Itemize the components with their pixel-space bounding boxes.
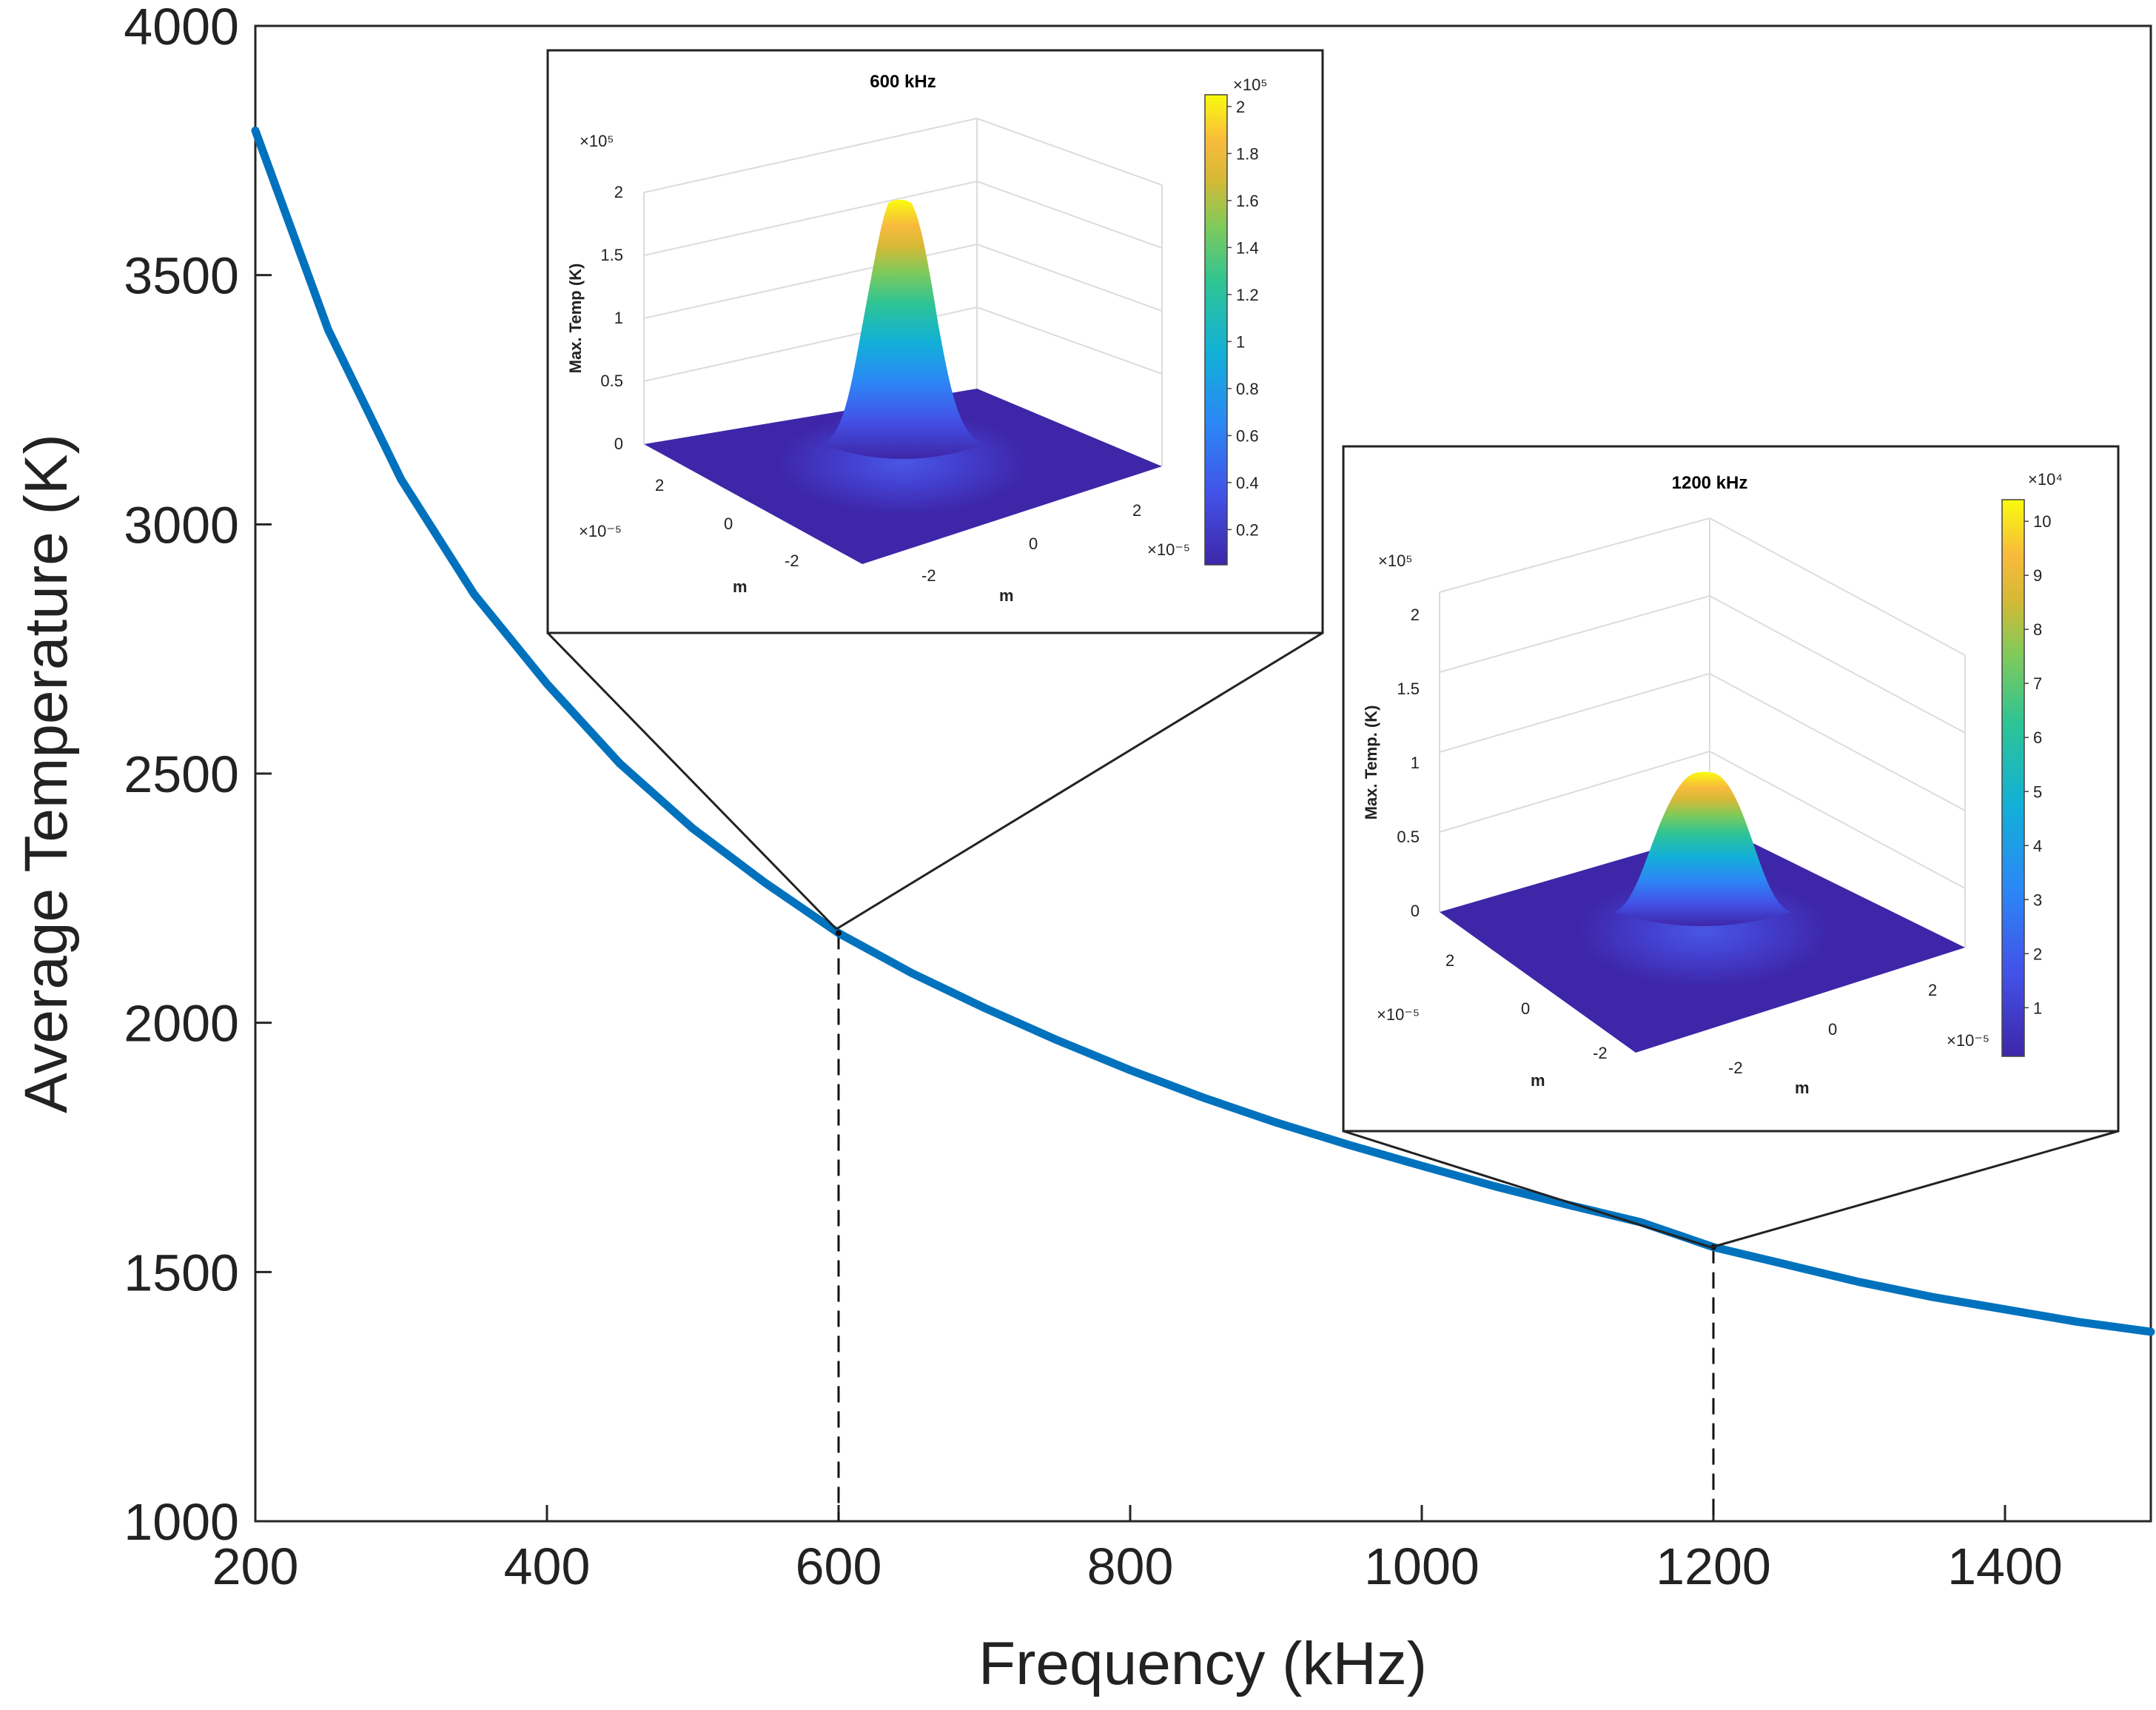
inset-600khz-ztick: 1 xyxy=(614,309,623,327)
inset-600khz-left-exponent: ×10⁻⁵ xyxy=(579,522,622,540)
colorbar-tick-label: 6 xyxy=(2033,728,2042,747)
colorbar-tick-label: 2 xyxy=(1236,98,1245,116)
y-tick-label: 1000 xyxy=(124,1493,239,1551)
inset-1200khz-right-exponent: ×10⁻⁵ xyxy=(1947,1031,1989,1050)
inset-1200khz: 1200 kHz ×10⁵ 0 0.5 1 1.5 2 Max. Temp. (… xyxy=(1342,445,2120,1133)
colorbar-tick-label: 4 xyxy=(2033,836,2042,855)
inset-1200khz-title: 1200 kHz xyxy=(1672,473,1748,493)
colorbar-tick-label: 1.2 xyxy=(1236,286,1259,304)
callout-line-1200-left xyxy=(1343,1130,1712,1249)
inset-1200khz-ztick: 2 xyxy=(1411,606,1420,624)
colorbar-tick-label: 3 xyxy=(2033,891,2042,909)
colorbar-tick-label: 1 xyxy=(1236,332,1245,351)
inset-600khz-z-label: Max. Temp (K) xyxy=(566,264,585,374)
colorbar-tick-label: 1 xyxy=(2033,999,2042,1017)
colorbar-tick-label: 0.6 xyxy=(1236,426,1259,445)
inset-1200khz-right-axis-label: m xyxy=(1795,1079,1810,1097)
inset-1200khz-rtick: -2 xyxy=(1728,1059,1743,1077)
y-tick-label: 3000 xyxy=(124,496,239,554)
inset-600khz-ztick: 0.5 xyxy=(600,372,623,390)
y-tick-label: 2500 xyxy=(124,745,239,803)
callout-lines xyxy=(546,631,2119,1249)
inset-600khz-right-exponent: ×10⁻⁵ xyxy=(1147,540,1190,559)
inset-600khz-rtick: 2 xyxy=(1132,501,1141,520)
inset-1200khz-left-exponent: ×10⁻⁵ xyxy=(1377,1005,1420,1024)
x-axis-title: Frequency (kHz) xyxy=(978,1630,1427,1697)
callout-line-600-right xyxy=(836,631,1323,931)
colorbar-tick-label: 8 xyxy=(2033,620,2042,639)
inset-1200khz-surface-peak xyxy=(1613,771,1791,926)
inset-600khz-left-axis-label: m xyxy=(733,577,748,596)
inset-600khz: 600 kHz ×10⁵ 0 0.5 1 1.5 2 Max. Temp (K) xyxy=(546,49,1324,634)
inset-1200khz-z-exponent: ×10⁵ xyxy=(1378,551,1412,570)
inset-600khz-title: 600 kHz xyxy=(870,72,936,92)
inset-1200khz-rtick: 0 xyxy=(1828,1020,1837,1039)
inset-1200khz-ztick: 0.5 xyxy=(1397,828,1420,846)
inset-600khz-colorbar-exponent: ×10⁵ xyxy=(1233,76,1267,94)
x-tick-label: 1000 xyxy=(1364,1538,1480,1595)
plot-axes: 200 400 600 800 1000 1200 1400 100015002000250… xyxy=(13,0,2152,1697)
y-tick-label: 4000 xyxy=(124,0,239,56)
x-tick-label: 1400 xyxy=(1947,1538,2063,1595)
inset-600khz-ztick: 0 xyxy=(614,435,623,453)
inset-600khz-rtick: 0 xyxy=(1029,534,1038,553)
colorbar-tick-label: 1.4 xyxy=(1236,238,1259,257)
inset-1200khz-ztick: 1.5 xyxy=(1397,680,1420,698)
inset-600khz-z-exponent: ×10⁵ xyxy=(580,132,614,150)
y-axis-title: Average Temperature (K) xyxy=(13,434,80,1113)
colorbar-tick-label: 1.6 xyxy=(1236,192,1259,210)
colorbar-tick-label: 9 xyxy=(2033,566,2042,585)
inset-1200khz-rtick: 2 xyxy=(1928,981,1937,999)
inset-1200khz-z-label: Max. Temp. (K) xyxy=(1362,705,1380,820)
colorbar-tick-label: 5 xyxy=(2033,782,2042,801)
callout-line-600-left xyxy=(546,631,838,931)
inset-600khz-ltick: 2 xyxy=(655,476,664,494)
colorbar-tick-label: 0.4 xyxy=(1236,474,1259,492)
colorbar-tick-label: 0.8 xyxy=(1236,380,1259,398)
y-axis-ticks: 1000 1500 2000 2500 3000 3500 4000 xyxy=(124,0,272,1551)
inset-1200khz-ztick: 0 xyxy=(1411,902,1420,920)
inset-600khz-ltick: -2 xyxy=(785,551,799,570)
colorbar-tick-label: 0.2 xyxy=(1236,520,1259,539)
inset-1200khz-grid xyxy=(1439,517,1966,948)
y-tick-label: 2000 xyxy=(124,995,239,1053)
inset-600khz-ltick: 0 xyxy=(724,514,733,533)
inset-1200khz-colorbar-ticks: 1 2 3 4 5 6 7 8 9 10 xyxy=(2024,512,2051,1017)
inset-1200khz-ltick: -2 xyxy=(1593,1044,1608,1062)
inset-600khz-rtick: -2 xyxy=(921,566,936,585)
x-tick-label: 600 xyxy=(796,1538,882,1595)
x-axis-ticks: 200 400 600 800 1000 1200 1400 xyxy=(212,1505,2063,1595)
x-tick-label: 400 xyxy=(504,1538,591,1595)
inset-1200khz-left-axis-label: m xyxy=(1531,1071,1545,1090)
inset-600khz-colorbar-ticks: 0.2 0.4 0.6 0.8 1 1.2 1.4 1.6 1.8 2 xyxy=(1227,98,1259,539)
x-tick-label: 800 xyxy=(1087,1538,1174,1595)
inset-1200khz-ztick: 1 xyxy=(1411,754,1420,772)
series-line-average-temperature xyxy=(251,126,2155,1336)
inset-600khz-colorbar xyxy=(1204,94,1228,566)
x-tick-label: 1200 xyxy=(1656,1538,1771,1595)
callout-line-1200-right xyxy=(1710,1130,2119,1249)
inset-1200khz-ltick: 2 xyxy=(1445,951,1454,970)
inset-600khz-ztick: 2 xyxy=(614,183,623,201)
colorbar-tick-label: 10 xyxy=(2033,512,2051,531)
colorbar-tick-label: 2 xyxy=(2033,945,2042,963)
x-tick-label: 200 xyxy=(212,1538,299,1595)
inset-600khz-ztick: 1.5 xyxy=(600,246,623,264)
inset-600khz-right-axis-label: m xyxy=(999,586,1014,605)
inset-600khz-surface-peak xyxy=(822,199,984,459)
y-tick-label: 1500 xyxy=(124,1244,239,1301)
inset-1200khz-colorbar xyxy=(2001,499,2025,1057)
reference-lines xyxy=(837,933,1715,1521)
colorbar-tick-label: 1.8 xyxy=(1236,144,1259,163)
marker-point xyxy=(836,930,842,936)
inset-1200khz-colorbar-exponent: ×10⁴ xyxy=(2028,470,2063,489)
y-tick-label: 3500 xyxy=(124,247,239,305)
inset-1200khz-ltick: 0 xyxy=(1521,999,1530,1018)
colorbar-tick-label: 7 xyxy=(2033,674,2042,693)
